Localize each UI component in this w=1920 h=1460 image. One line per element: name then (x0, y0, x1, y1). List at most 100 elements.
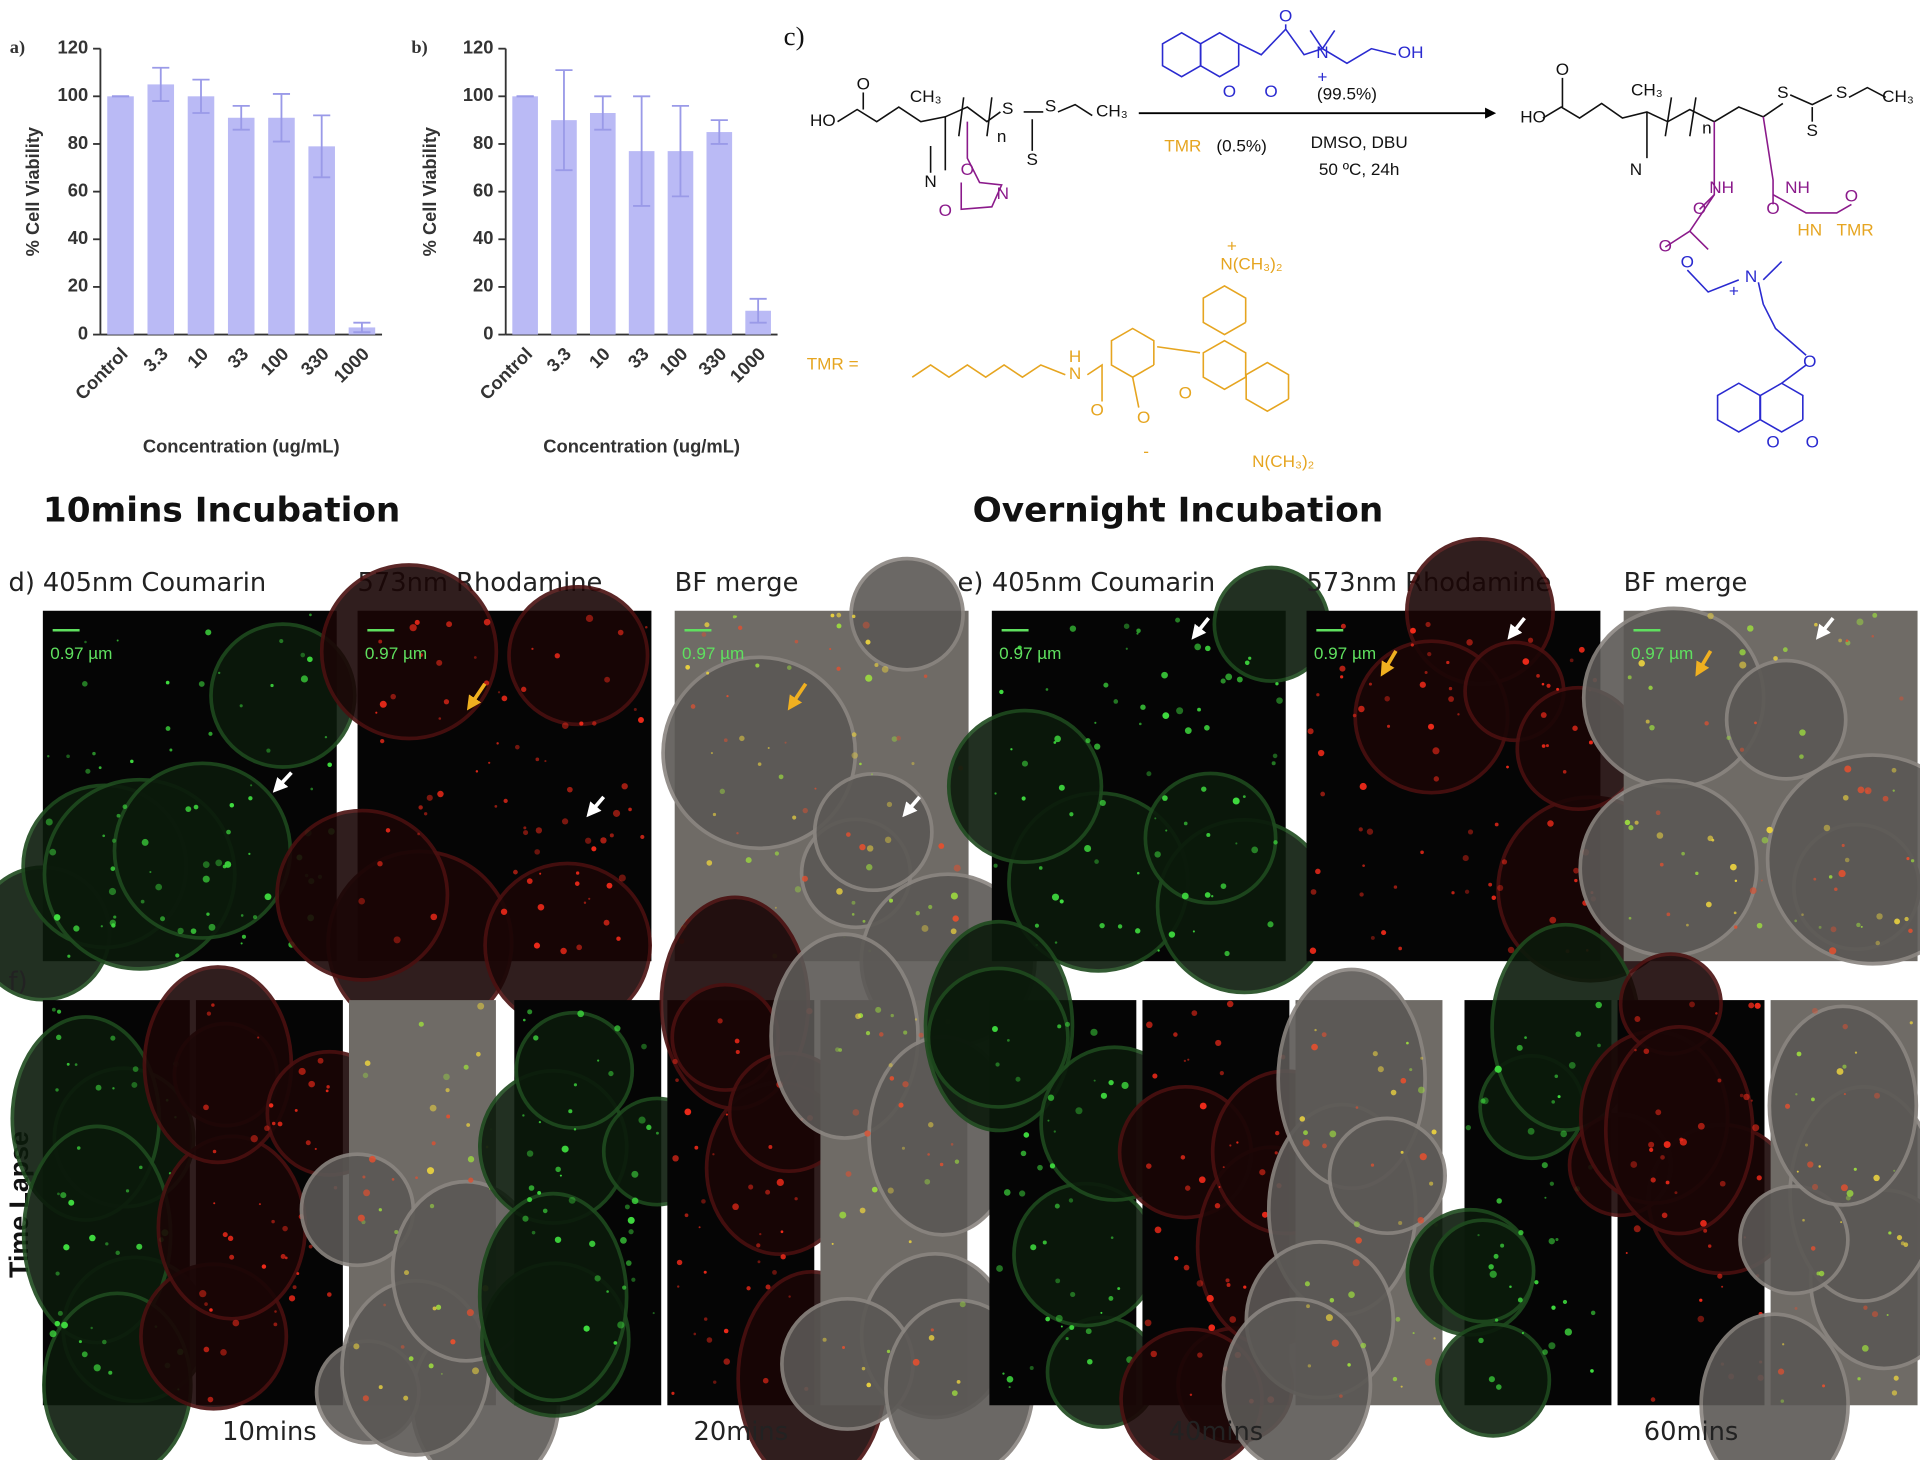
speckle (891, 736, 898, 742)
speckle (368, 1155, 376, 1163)
speckle (198, 681, 205, 687)
speckle (723, 1358, 730, 1365)
speckle (1325, 1314, 1333, 1322)
speckle (1507, 946, 1515, 954)
speckle (1634, 1016, 1641, 1022)
speckle (1146, 1163, 1152, 1169)
speckle (400, 1345, 405, 1349)
speckle (1891, 1390, 1898, 1396)
speckle (467, 1156, 475, 1163)
speckle (1019, 1190, 1026, 1197)
speckle (1494, 1065, 1502, 1073)
speckle (865, 674, 873, 682)
speckle (1860, 925, 1863, 928)
speckle (713, 1380, 717, 1384)
speckle (1549, 916, 1557, 924)
speckle (554, 1236, 562, 1243)
speckle (1355, 1237, 1362, 1244)
speckle (1871, 1311, 1879, 1318)
bond (1321, 29, 1336, 50)
speckle (1184, 727, 1192, 734)
speckle (521, 686, 527, 692)
speckle (1058, 784, 1065, 791)
speckle (1352, 1259, 1360, 1267)
speckle (326, 1085, 330, 1089)
speckle (706, 671, 710, 675)
speckle (414, 619, 420, 625)
speckle (1546, 683, 1551, 688)
speckle (902, 1081, 909, 1088)
speckle (1643, 1048, 1650, 1055)
speckle (1666, 912, 1671, 917)
speckle (1015, 1076, 1021, 1082)
speckle (950, 1143, 954, 1146)
speckle (438, 717, 442, 720)
speckle (1457, 713, 1460, 716)
bond (1772, 193, 1852, 214)
speckle (575, 871, 580, 875)
speckle (995, 1062, 1000, 1067)
speckle (1865, 790, 1869, 793)
speckle (513, 869, 518, 875)
speckle (1681, 851, 1685, 856)
scheme-label: S (1807, 121, 1818, 140)
speckle (1205, 645, 1211, 652)
speckle (1070, 1291, 1076, 1298)
speckle (1187, 1058, 1190, 1061)
speckle (241, 934, 246, 939)
speckle (1135, 928, 1141, 934)
speckle (723, 738, 728, 743)
bond (1245, 361, 1290, 413)
speckle (1267, 921, 1274, 928)
micrograph: 0.97 µm (1578, 606, 1920, 966)
speckle (537, 903, 545, 911)
speckle (1625, 1252, 1628, 1255)
speckle (393, 936, 401, 944)
speckle (1340, 675, 1344, 679)
y-axis-label: % Cell Viability (22, 126, 43, 256)
speckle (613, 1341, 618, 1345)
speckle (1353, 1221, 1360, 1228)
speckle (677, 1285, 680, 1288)
speckle (208, 923, 216, 931)
bond (1757, 282, 1807, 356)
cell (1012, 1181, 1159, 1328)
speckle (130, 759, 134, 764)
speckle (1064, 1021, 1071, 1027)
scheme-label: S (1027, 150, 1038, 169)
speckle (1038, 866, 1043, 870)
speckle (1734, 879, 1738, 883)
bar (268, 117, 295, 335)
speckle (1509, 1285, 1512, 1288)
speckle (1506, 765, 1509, 769)
speckle (1489, 1270, 1497, 1278)
speckle (531, 1230, 536, 1235)
speckle (1909, 1021, 1913, 1025)
speckle (1522, 658, 1530, 665)
bond (960, 121, 1003, 211)
speckle (1446, 660, 1450, 665)
speckle (1845, 639, 1849, 643)
speckle (132, 1066, 139, 1072)
speckle (1302, 1139, 1310, 1147)
speckle (280, 1254, 286, 1259)
speckle (1799, 754, 1804, 759)
speckle (829, 647, 832, 651)
speckle (1222, 1166, 1225, 1169)
speckle (102, 834, 106, 838)
speckle (996, 1265, 1003, 1272)
speckle (1818, 925, 1822, 929)
speckle (1794, 1306, 1798, 1310)
speckle (620, 1237, 627, 1244)
speckle (1660, 1155, 1665, 1160)
speckle (1175, 617, 1181, 623)
speckle (125, 1189, 130, 1193)
speckle (594, 1275, 601, 1282)
speckle (437, 790, 444, 798)
speckle (1628, 825, 1634, 831)
speckle (169, 748, 173, 752)
scheme-label: TMR = (807, 355, 859, 374)
speckle (1700, 1220, 1707, 1227)
speckle (1045, 688, 1049, 691)
speckle (1844, 765, 1852, 773)
